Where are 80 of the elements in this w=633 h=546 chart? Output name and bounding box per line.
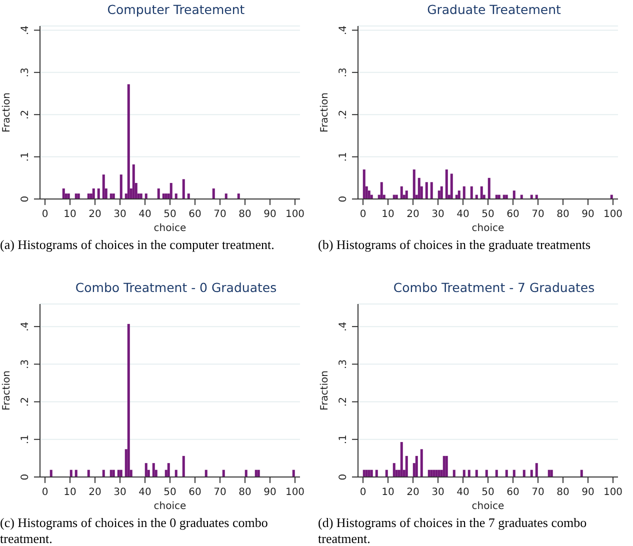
x-tick-label: 0 — [42, 209, 48, 220]
x-tick-label: 40 — [138, 209, 152, 220]
x-tick-label: 10 — [64, 487, 76, 498]
y-tick-label: .4 — [338, 25, 349, 35]
x-tick-label: 50 — [482, 209, 494, 220]
y-axis-title: Fraction — [2, 92, 13, 132]
x-tick-label: 20 — [406, 487, 420, 498]
y-tick-label: 0 — [338, 474, 349, 480]
x-tick-label: 10 — [382, 487, 394, 498]
x-tick-label: 0 — [360, 209, 366, 220]
x-axis-title: choice — [472, 223, 504, 234]
x-tick-label: 50 — [164, 209, 176, 220]
x-tick-label: 80 — [238, 487, 252, 498]
x-tick-label: 70 — [214, 209, 226, 220]
y-tick-label: 0 — [20, 196, 31, 202]
y-tick-label: .4 — [338, 322, 349, 332]
x-tick-label: 100 — [603, 487, 623, 498]
x-tick-label: 30 — [114, 209, 126, 220]
y-axis-title: Fraction — [320, 370, 331, 410]
x-tick-label: 90 — [264, 209, 276, 220]
x-tick-label: 60 — [506, 209, 520, 220]
y-tick-label: .3 — [20, 68, 31, 78]
x-tick-label: 30 — [114, 487, 126, 498]
x-tick-label: 50 — [164, 487, 176, 498]
x-tick-label: 60 — [188, 209, 202, 220]
y-tick-label: 0 — [20, 474, 31, 480]
x-tick-label: 0 — [360, 487, 366, 498]
x-tick-label: 60 — [506, 487, 520, 498]
y-tick-label: .3 — [338, 68, 349, 78]
x-tick-label: 50 — [482, 487, 494, 498]
y-tick-label: .2 — [20, 110, 31, 120]
x-tick-label: 10 — [64, 209, 76, 220]
x-tick-label: 70 — [214, 487, 226, 498]
x-tick-label: 90 — [582, 209, 594, 220]
x-tick-label: 40 — [456, 487, 470, 498]
y-tick-label: .4 — [20, 25, 31, 35]
y-tick-label: .1 — [338, 152, 349, 162]
x-tick-label: 100 — [285, 209, 305, 220]
x-tick-label: 80 — [556, 209, 570, 220]
x-tick-label: 20 — [88, 487, 102, 498]
text: (d) Histograms of choices in the 7 graduates combo treatment. — [318, 515, 588, 546]
y-tick-label: .3 — [338, 359, 349, 369]
x-tick-label: 40 — [138, 487, 152, 498]
x-tick-label: 90 — [264, 487, 276, 498]
y-tick-label: 0 — [338, 196, 349, 202]
y-axis-title: Fraction — [320, 92, 331, 132]
x-tick-label: 80 — [556, 487, 570, 498]
text: (c) Histograms of choices in the 0 graduates combo treatment. — [0, 515, 269, 546]
chart-title: Combo Treatment - 7 Graduates — [392, 280, 596, 296]
x-axis-title: choice — [154, 501, 186, 512]
x-tick-label: 20 — [88, 209, 102, 220]
chart-title: Graduate Treatement — [426, 2, 562, 18]
x-tick-label: 30 — [432, 209, 444, 220]
x-tick-label: 20 — [406, 209, 420, 220]
chart-title: Combo Treatment - 0 Graduates — [74, 280, 278, 296]
y-tick-label: .2 — [338, 397, 349, 407]
x-tick-label: 60 — [188, 487, 202, 498]
x-tick-label: 40 — [456, 209, 470, 220]
y-tick-label: .2 — [20, 397, 31, 407]
y-tick-label: .1 — [338, 434, 349, 444]
y-tick-label: .4 — [20, 322, 31, 332]
y-axis-title: Fraction — [2, 370, 13, 410]
x-tick-label: 90 — [582, 487, 594, 498]
x-tick-label: 0 — [42, 487, 48, 498]
y-tick-label: .3 — [20, 359, 31, 369]
x-tick-label: 10 — [382, 209, 394, 220]
x-tick-label: 80 — [238, 209, 252, 220]
x-tick-label: 30 — [432, 487, 444, 498]
y-tick-label: .2 — [338, 110, 349, 120]
x-axis-title: choice — [472, 501, 504, 512]
x-tick-label: 100 — [285, 487, 305, 498]
text: (b) Histograms of choices in the graduate treatments — [318, 237, 592, 253]
y-tick-label: .1 — [20, 434, 31, 444]
chart-title: Computer Treatement — [106, 2, 246, 18]
x-tick-label: 100 — [603, 209, 623, 220]
x-axis-title: choice — [154, 223, 186, 234]
x-tick-label: 70 — [532, 209, 544, 220]
y-tick-label: .1 — [20, 152, 31, 162]
text: (a) Histograms of choices in the computer treatment. — [0, 237, 276, 253]
x-tick-label: 70 — [532, 487, 544, 498]
